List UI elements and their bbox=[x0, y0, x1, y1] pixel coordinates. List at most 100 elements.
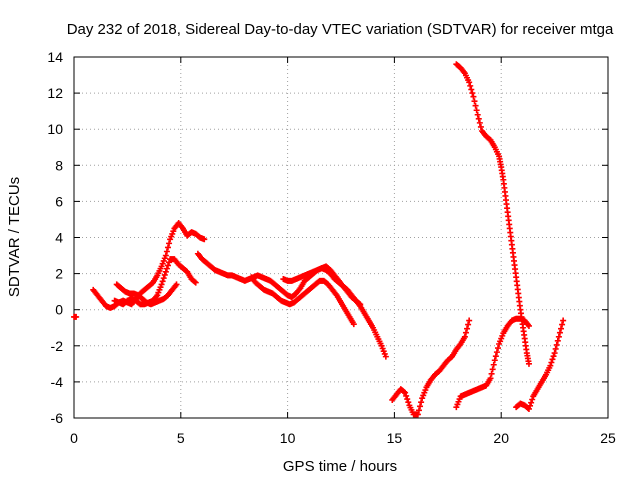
data-point bbox=[404, 396, 411, 403]
grid-lines bbox=[74, 57, 608, 418]
data-series bbox=[71, 313, 80, 320]
data-point bbox=[414, 411, 421, 418]
data-point bbox=[472, 102, 479, 109]
data-point bbox=[547, 362, 554, 369]
data-point bbox=[556, 329, 563, 336]
data-point bbox=[402, 389, 409, 396]
data-point bbox=[550, 353, 557, 360]
data-point bbox=[405, 399, 412, 406]
data-point bbox=[491, 357, 498, 364]
data-point bbox=[467, 82, 474, 89]
data-series bbox=[90, 220, 208, 311]
data-point bbox=[465, 321, 472, 328]
data-points bbox=[71, 61, 567, 418]
data-point bbox=[474, 111, 481, 118]
chart-title: Day 232 of 2018, Sidereal Day-to-day VTE… bbox=[67, 21, 614, 38]
data-point bbox=[475, 115, 482, 122]
data-point bbox=[462, 329, 469, 336]
y-tick-label: 8 bbox=[55, 157, 63, 173]
data-point bbox=[487, 375, 494, 382]
data-point bbox=[494, 345, 501, 352]
data-point bbox=[357, 301, 364, 308]
x-tick-label: 15 bbox=[387, 430, 403, 446]
data-point bbox=[470, 93, 477, 100]
y-tick-label: -6 bbox=[51, 410, 64, 426]
data-point bbox=[164, 244, 171, 251]
data-series bbox=[513, 317, 567, 412]
data-series bbox=[389, 317, 473, 418]
data-point bbox=[525, 405, 532, 412]
data-point bbox=[468, 86, 475, 93]
data-point bbox=[551, 350, 558, 357]
data-point bbox=[356, 300, 363, 307]
data-point bbox=[163, 248, 170, 255]
data-point bbox=[382, 353, 389, 360]
data-point bbox=[558, 325, 565, 332]
data-series bbox=[113, 281, 180, 308]
data-point bbox=[554, 337, 561, 344]
x-axis-label: GPS time / hours bbox=[283, 458, 397, 475]
data-point bbox=[529, 396, 536, 403]
y-tick-label: 0 bbox=[55, 302, 63, 318]
data-series bbox=[453, 61, 532, 367]
data-point bbox=[417, 403, 424, 410]
y-tick-label: -4 bbox=[51, 374, 64, 390]
y-tick-label: -2 bbox=[51, 338, 64, 354]
y-tick-label: 12 bbox=[47, 85, 63, 101]
data-point bbox=[158, 281, 165, 288]
data-point bbox=[469, 90, 476, 97]
x-tick-label: 20 bbox=[493, 430, 509, 446]
y-tick-label: 4 bbox=[55, 230, 63, 246]
data-point bbox=[415, 407, 422, 414]
data-series bbox=[453, 315, 532, 411]
data-point bbox=[492, 353, 499, 360]
data-series bbox=[280, 263, 364, 308]
data-point bbox=[164, 262, 171, 269]
data-point bbox=[488, 370, 495, 377]
data-point bbox=[161, 271, 168, 278]
x-tick-label: 10 bbox=[280, 430, 296, 446]
data-point bbox=[477, 123, 484, 130]
y-tick-label: 14 bbox=[47, 49, 63, 65]
data-point bbox=[201, 236, 208, 243]
data-point bbox=[548, 359, 555, 366]
data-point bbox=[401, 388, 408, 395]
data-point bbox=[473, 107, 480, 114]
data-point bbox=[173, 281, 180, 288]
data-point bbox=[525, 322, 532, 329]
data-point bbox=[552, 345, 559, 352]
y-tick-label: 6 bbox=[55, 193, 63, 209]
data-point bbox=[191, 278, 198, 285]
x-tick-label: 25 bbox=[600, 430, 616, 446]
data-point bbox=[559, 321, 566, 328]
x-tick-label: 0 bbox=[70, 430, 78, 446]
data-point bbox=[476, 119, 483, 126]
data-point bbox=[525, 360, 532, 367]
data-point bbox=[162, 252, 169, 259]
data-point bbox=[461, 333, 468, 340]
data-point bbox=[489, 366, 496, 373]
data-point bbox=[466, 79, 473, 86]
y-tick-label: 2 bbox=[55, 266, 63, 282]
data-point bbox=[418, 399, 425, 406]
data-point bbox=[466, 317, 473, 324]
y-tick-label: 10 bbox=[47, 121, 63, 137]
data-point bbox=[555, 333, 562, 340]
data-point bbox=[490, 361, 497, 368]
axis-ticks: 0 5 10 15 20 25 -6 -4 -2 0 2 4 6 8 10 12 14 bbox=[47, 49, 616, 446]
data-point bbox=[471, 98, 478, 105]
y-axis-label: SDTVAR / TECUs bbox=[6, 177, 23, 297]
data-point bbox=[528, 399, 535, 406]
data-point bbox=[553, 341, 560, 348]
data-point bbox=[163, 265, 170, 272]
data-point bbox=[159, 278, 166, 285]
data-point bbox=[166, 259, 173, 266]
data-point bbox=[464, 325, 471, 332]
data-point bbox=[560, 317, 567, 324]
x-tick-label: 5 bbox=[177, 430, 185, 446]
data-series bbox=[248, 274, 357, 328]
data-point bbox=[166, 240, 173, 247]
data-point bbox=[160, 275, 167, 282]
